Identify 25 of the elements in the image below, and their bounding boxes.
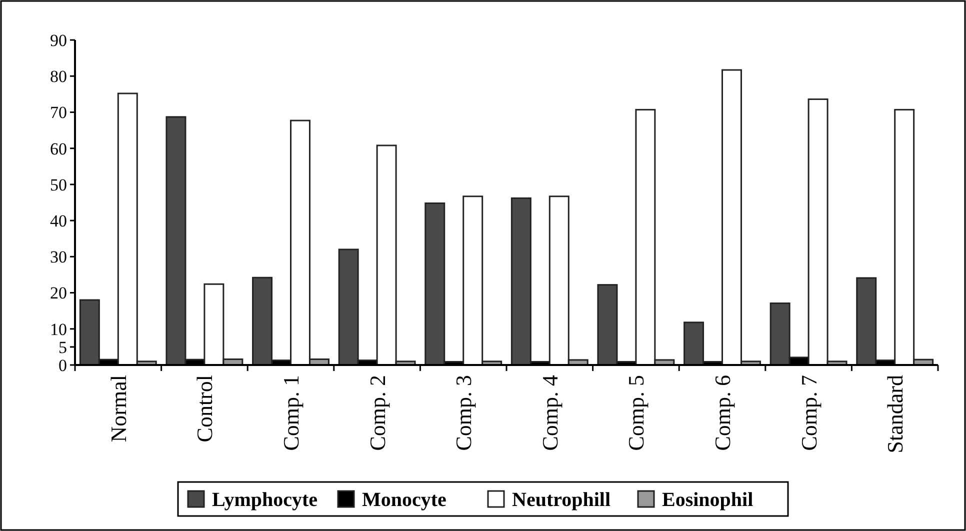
x-tick-label: Comp. 3 (451, 375, 476, 451)
y-tick-label: 40 (50, 212, 67, 231)
y-tick-label: 80 (50, 67, 67, 86)
x-tick-label: Comp. 1 (278, 375, 304, 451)
x-tick-label: Control (192, 375, 218, 442)
x-tick-label: Comp. 2 (364, 375, 390, 451)
y-tick-label: 30 (50, 248, 67, 267)
y-tick-label: 60 (50, 139, 67, 158)
legend-label: Eosinophil (662, 489, 754, 511)
x-tick-label: Comp. 6 (710, 375, 735, 451)
y-tick-label: 0 (58, 356, 67, 375)
x-tick-label: Comp. 7 (796, 375, 822, 451)
y-tick-label: 90 (50, 30, 67, 50)
x-tick-label: Comp. 4 (537, 375, 562, 451)
x-tick-label: Standard (882, 375, 908, 454)
legend-label: Lymphocyte (212, 489, 318, 511)
x-tick-label: Comp. 5 (624, 375, 649, 451)
y-tick-label: 10 (50, 320, 67, 339)
x-tick-label: Normal (106, 375, 131, 442)
legend-label: Neutrophill (512, 489, 611, 511)
y-tick-label: 50 (50, 175, 67, 194)
y-tick-label: 20 (50, 284, 67, 303)
y-tick-label: 70 (50, 103, 67, 122)
y-tick-label: 5 (58, 338, 67, 357)
legend-label: Monocyte (362, 489, 447, 511)
